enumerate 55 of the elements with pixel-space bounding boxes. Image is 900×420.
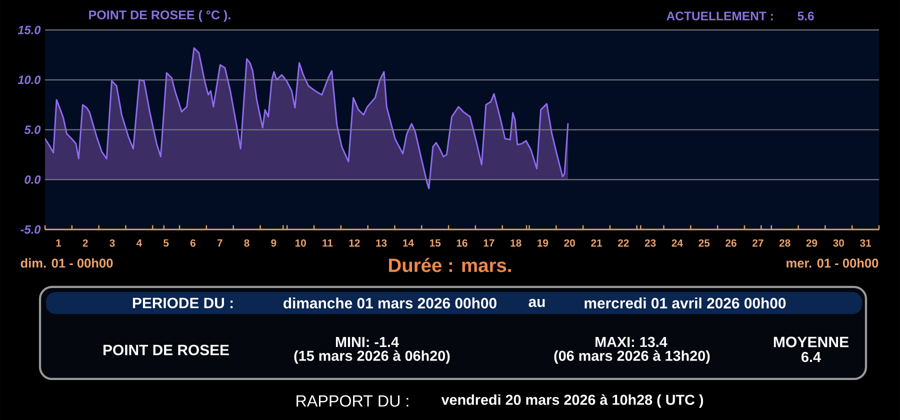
x-tick-label: 22 bbox=[618, 239, 629, 247]
text: dimanche 01 mars 2026 00h00 bbox=[284, 298, 496, 308]
x-tick-label: 27 bbox=[752, 239, 764, 247]
text: PERIODE DU : bbox=[132, 298, 233, 308]
x-axis-title: Durée : mars. bbox=[389, 258, 511, 272]
x-tick-label: 21 bbox=[591, 239, 602, 247]
x-tick-label: 3 bbox=[110, 239, 115, 247]
text: mer. 01 - 00h00 bbox=[786, 258, 878, 268]
x-tick-label: 17 bbox=[484, 239, 494, 247]
text: 5.6 bbox=[798, 12, 814, 20]
text: MINI: -1.4 bbox=[336, 337, 399, 347]
text: (06 mars 2026 à 13h20) bbox=[554, 350, 710, 364]
text: 6.4 bbox=[802, 352, 821, 362]
x-tick-label: 31 bbox=[860, 239, 872, 247]
y-tick-label: -5.0 bbox=[20, 225, 41, 234]
x-tick-label: 13 bbox=[376, 239, 387, 247]
x-tick-label: 26 bbox=[726, 239, 736, 247]
text: (15 mars 2026 à 06h20) bbox=[294, 350, 450, 364]
x-tick-label: 6 bbox=[190, 239, 196, 247]
x-tick-label: 16 bbox=[456, 239, 468, 247]
text: dim. 01 - 00h00 bbox=[20, 258, 113, 268]
x-tick-label: 29 bbox=[806, 239, 818, 247]
x-tick-label: 25 bbox=[698, 239, 710, 247]
x-tick-label: 20 bbox=[564, 239, 575, 247]
text: au bbox=[528, 298, 545, 308]
x-tick-label: 1 bbox=[56, 239, 62, 247]
x-tick-label: 9 bbox=[271, 239, 276, 247]
x-tick-label: 11 bbox=[322, 239, 333, 247]
text: POINT DE ROSEE bbox=[104, 344, 229, 356]
x-tick-label: 2 bbox=[82, 239, 88, 247]
x-tick-label: 30 bbox=[833, 239, 844, 247]
x-tick-label: 14 bbox=[403, 239, 414, 247]
text: MOYENNE bbox=[774, 336, 848, 348]
x-tick-label: 18 bbox=[510, 239, 522, 247]
x-tick-label: 5 bbox=[163, 239, 169, 247]
y-tick-label: 5.0 bbox=[24, 126, 41, 134]
x-tick-label: 24 bbox=[672, 239, 683, 247]
x-tick-label: 10 bbox=[295, 239, 306, 247]
text: RAPPORT DU : bbox=[296, 395, 408, 407]
text: MAXI: 13.4 bbox=[596, 336, 668, 348]
x-tick-label: 15 bbox=[430, 239, 441, 247]
x-tick-label: 19 bbox=[538, 239, 548, 247]
x-tick-label: 4 bbox=[136, 239, 142, 247]
y-tick-label: 10.0 bbox=[18, 76, 41, 84]
x-tick-label: 28 bbox=[779, 239, 790, 247]
text: vendredi 20 mars 2026 à 10h28 ( UTC ) bbox=[441, 394, 704, 408]
y-tick-label: 0.0 bbox=[24, 175, 41, 184]
y-tick-label: 15.0 bbox=[18, 26, 41, 34]
x-tick-label: 23 bbox=[644, 239, 656, 247]
text: ACTUELLEMENT : bbox=[666, 12, 773, 20]
x-tick-label: 7 bbox=[217, 239, 222, 247]
text: mercredi 01 avril 2026 00h00 bbox=[584, 298, 786, 308]
x-tick-label: 8 bbox=[244, 239, 250, 247]
chart-title: POINT DE ROSEE ( °C ). bbox=[89, 10, 230, 22]
x-tick-label: 12 bbox=[349, 239, 360, 247]
